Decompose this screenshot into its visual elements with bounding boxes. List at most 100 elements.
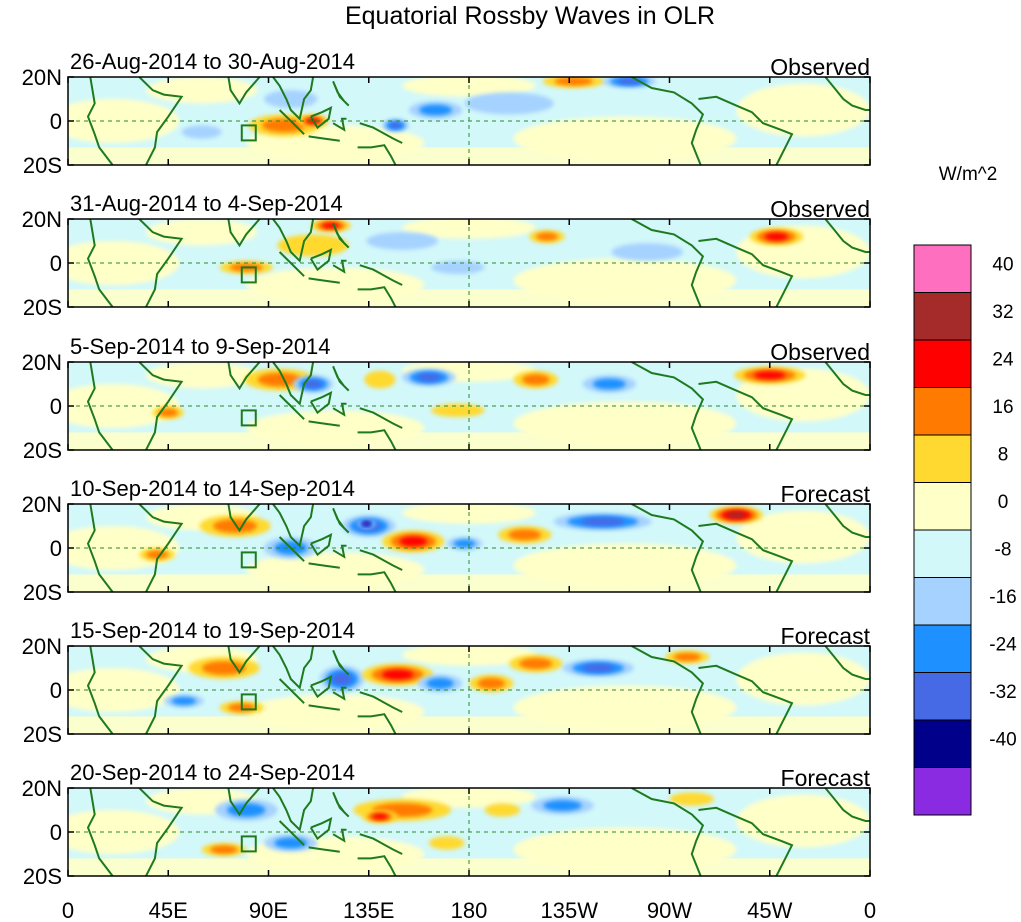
coastline	[308, 562, 340, 569]
x-tick-label: 135W	[541, 898, 599, 922]
panel-6: 20N 0 20S 20-Sep-2014 to 24-Sep-2014 Forecas…	[22, 760, 871, 889]
panel-field	[68, 504, 870, 592]
anomaly-negative	[464, 92, 554, 115]
coastline	[309, 817, 333, 841]
coastline	[332, 650, 350, 676]
anomaly-positive	[673, 652, 702, 662]
panel-kind-label: Forecast	[781, 623, 871, 649]
y-tick-label: 20S	[23, 153, 62, 178]
field-band	[68, 810, 180, 854]
y-tick-label: 0	[50, 678, 62, 703]
field-band	[145, 362, 258, 389]
coastline	[332, 686, 347, 701]
coastline	[698, 806, 794, 876]
coastline	[359, 264, 403, 286]
panel-field	[68, 77, 870, 165]
coastline	[698, 95, 794, 165]
y-tick-label: 20N	[22, 350, 62, 375]
panel-kind-label: Forecast	[781, 481, 871, 507]
coastline	[86, 77, 114, 165]
colorbar: 40 32 24 16 8 0 -8 -16 -24 -32 -40	[913, 244, 1017, 816]
region-box	[240, 835, 257, 853]
panel-kind-label: Observed	[770, 196, 870, 222]
coastline	[357, 855, 397, 876]
panel-date-range: 31-Aug-2014 to 4-Sep-2014	[70, 191, 343, 216]
x-tick-label: 0	[62, 898, 74, 922]
anomaly-negative	[592, 378, 626, 390]
anomaly-positive	[477, 677, 505, 689]
field-band	[68, 99, 180, 143]
panel-date-range: 10-Sep-2014 to 14-Sep-2014	[70, 476, 355, 501]
region-box	[240, 124, 257, 142]
field-band	[736, 83, 870, 137]
anomaly-positive	[158, 408, 178, 417]
coastline	[332, 223, 350, 249]
anomaly-negative	[181, 125, 222, 139]
coastline	[138, 646, 184, 734]
anomaly-negative	[363, 522, 370, 526]
coastline	[824, 219, 870, 253]
anomaly-positive	[554, 77, 593, 86]
anomaly-negative	[171, 696, 197, 706]
y-tick-label: 0	[50, 251, 62, 276]
panel-1: 20N 0 20S 26-Aug-2014 to 30-Aug-2014 Observe…	[22, 49, 871, 178]
coastlines	[86, 504, 870, 592]
anomaly-negative	[431, 260, 485, 274]
coastline	[332, 508, 350, 534]
panel-date-range: 20-Sep-2014 to 24-Sep-2014	[70, 760, 355, 785]
y-tick-label: 0	[50, 820, 62, 845]
panel-5: 20N 0 20S 15-Sep-2014 to 19-Sep-2014 Forecas…	[22, 618, 871, 747]
panel-date-range: 26-Aug-2014 to 30-Aug-2014	[70, 49, 355, 74]
coastline	[357, 144, 397, 165]
colorbar-swatch	[913, 767, 972, 816]
colorbar-swatch	[913, 387, 972, 436]
anomaly-negative	[426, 677, 454, 689]
coastline	[86, 504, 114, 592]
anomaly-negative	[389, 122, 402, 129]
y-tick-label: 20N	[22, 65, 62, 90]
coastline	[698, 664, 794, 734]
y-tick-label: 0	[50, 536, 62, 561]
coastline	[138, 504, 184, 592]
anomaly-positive	[669, 792, 715, 806]
coastline	[86, 646, 114, 734]
y-tick-label: 20S	[23, 580, 62, 605]
y-tick-label: 20N	[22, 776, 62, 801]
coastline	[86, 362, 114, 450]
colorbar-level-label: -16	[989, 587, 1016, 608]
anomaly-negative	[453, 539, 476, 548]
anomaly-positive	[536, 232, 558, 241]
coastline	[308, 135, 340, 142]
y-tick-label: 20N	[22, 492, 62, 517]
anomaly-positive	[399, 536, 428, 547]
coastline	[278, 820, 305, 846]
coastline	[272, 362, 315, 406]
y-tick-label: 20N	[22, 634, 62, 659]
y-tick-label: 20S	[23, 438, 62, 463]
coastline	[357, 713, 397, 734]
coastline	[698, 380, 794, 450]
coastline	[308, 420, 340, 427]
colorbar-level-label: 8	[998, 445, 1009, 466]
panel-field	[68, 788, 870, 876]
panel-2: 20N 0 20S 31-Aug-2014 to 4-Sep-2014 Observed	[22, 191, 871, 320]
anomaly-negative	[580, 517, 625, 526]
coastline	[824, 504, 870, 538]
colorbar-swatch	[913, 292, 972, 341]
colorbar-level-label: -24	[989, 635, 1017, 656]
coastline	[332, 117, 347, 132]
anomaly-positive	[508, 529, 542, 541]
coastline	[332, 259, 347, 274]
coastline	[631, 219, 705, 307]
x-tick-label: 45W	[747, 898, 792, 922]
anomaly-positive	[764, 232, 789, 241]
coastline	[824, 646, 870, 680]
anomaly-positive	[213, 519, 258, 533]
panel-date-range: 5-Sep-2014 to 9-Sep-2014	[70, 334, 331, 359]
anomaly-negative	[611, 243, 683, 261]
coastline	[272, 219, 315, 263]
coastline	[308, 704, 340, 711]
coastline	[698, 522, 794, 592]
colorbar-swatch	[913, 672, 972, 721]
coastline	[272, 504, 315, 548]
